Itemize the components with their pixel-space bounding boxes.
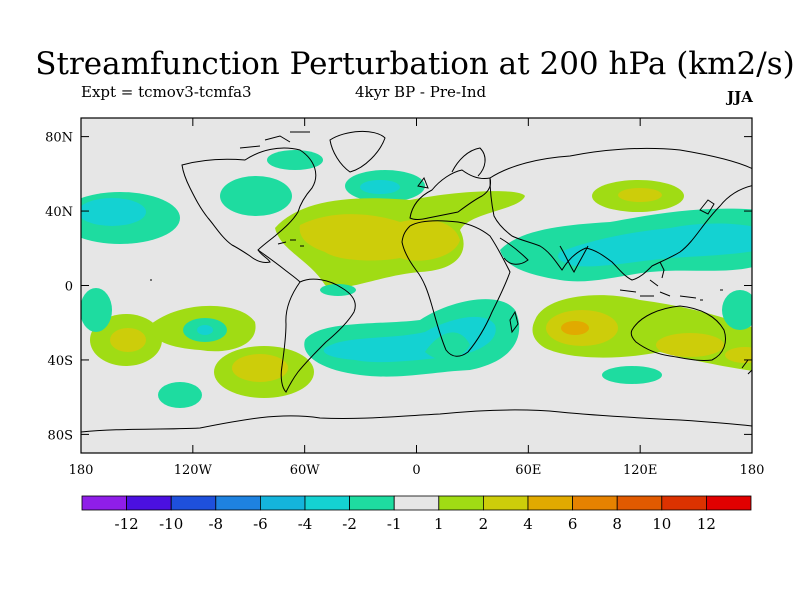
colorbar-label: 8 [612, 515, 622, 533]
coastline-japan [699, 199, 715, 215]
plot-title: Streamfunction Perturbation at 200 hPa (… [35, 46, 795, 82]
coastline-arabia [499, 237, 529, 265]
coastline-south-america [280, 278, 356, 393]
colorbar-label: -10 [159, 515, 183, 533]
lat-tick-label: 0 [65, 280, 73, 295]
contour-south-america-positive [214, 284, 356, 398]
lat-tick-label: 80N [45, 131, 73, 146]
contour-north-pacific-negative [81, 192, 180, 244]
coastline-asia [489, 147, 752, 281]
coastline-caribbean [277, 239, 304, 247]
contour-south-atlantic-negative [304, 299, 520, 377]
colorbar-label: 6 [568, 515, 578, 533]
coastline-greenland [329, 131, 386, 173]
colorbar-swatch [81, 495, 127, 511]
lon-tick-label: 180 [740, 463, 765, 478]
contour-east-asia-positive [592, 180, 684, 212]
coastline-central-america [257, 249, 301, 283]
colorbar-label: 2 [479, 515, 489, 533]
coastline-new-zealand [741, 359, 752, 375]
colorbar-label: -1 [387, 515, 402, 533]
lat-tick-label: 40N [45, 205, 73, 220]
longitude-axis: 180 120W 60W 0 60E 120E 180 [69, 118, 765, 478]
lon-tick-label: 0 [412, 463, 420, 478]
latitude-axis: 80N 40N 0 40S 80S [45, 131, 752, 443]
colorbar-swatch [259, 495, 306, 511]
contour-fields [81, 150, 752, 408]
colorbar-label: 12 [697, 515, 716, 533]
coastlines [81, 131, 752, 433]
contour-asia-negative [500, 208, 752, 282]
colorbar-label: -4 [298, 515, 313, 533]
colorbar-swatch [572, 495, 618, 511]
contour-north-atlantic-negative [345, 170, 425, 202]
colorbar-label: -2 [342, 515, 357, 533]
lon-tick-label: 60E [515, 463, 541, 478]
colorbar-label: 1 [434, 515, 444, 533]
season-label: JJA [727, 88, 753, 106]
contour-north-america-negative [220, 150, 323, 216]
coastline-africa [401, 220, 511, 357]
colorbar-label: 4 [523, 515, 533, 533]
lon-tick-label: 180 [69, 463, 94, 478]
colorbar-swatch [706, 495, 752, 511]
colorbar-swatch [527, 495, 573, 511]
colorbar-swatch [349, 495, 395, 511]
coastline-india [559, 245, 589, 273]
contour-indian-ocean-positive [81, 288, 752, 384]
contour-tropical-atlantic-positive [275, 191, 525, 288]
contour-south-pacific-positive [90, 305, 256, 408]
lat-tick-label: 80S [48, 428, 73, 443]
colorbar-swatch [304, 495, 350, 511]
coastline-europe [409, 169, 491, 220]
period-label: 4kyr BP - Pre-Ind [355, 83, 487, 101]
lon-tick-label: 60W [290, 463, 321, 478]
coastline-scandinavia [451, 147, 486, 177]
colorbar-label: -6 [253, 515, 268, 533]
coastline-indonesia [619, 279, 697, 299]
coastline-antarctica [81, 409, 752, 433]
colorbar-label: 10 [652, 515, 671, 533]
colorbar: -12 -10 -8 -6 -4 -2 -1 1 2 4 6 8 10 12 [81, 495, 752, 533]
lon-tick-label: 120E [623, 463, 657, 478]
coastline-madagascar [509, 310, 519, 334]
colorbar-swatch [616, 495, 663, 511]
coastline-arctic-islands [239, 131, 310, 149]
colorbar-swatch [438, 495, 484, 511]
colorbar-label: -8 [208, 515, 223, 533]
colorbar-swatch [393, 495, 440, 511]
coastline-philippines [659, 261, 665, 279]
colorbar-swatch [482, 495, 529, 511]
colorbar-swatch [170, 495, 217, 511]
colorbar-swatch [215, 495, 261, 511]
lat-tick-label: 40S [48, 354, 73, 369]
coastline-australia [630, 305, 726, 361]
experiment-label: Expt = tcmov3-tcmfa3 [81, 83, 252, 101]
colorbar-label: -12 [115, 515, 139, 533]
colorbar-swatch [126, 495, 172, 511]
coastline-british-isles [417, 176, 429, 189]
coastline-pacific-islands [150, 279, 723, 301]
lon-tick-label: 120W [174, 463, 213, 478]
colorbar-swatch [661, 495, 707, 511]
